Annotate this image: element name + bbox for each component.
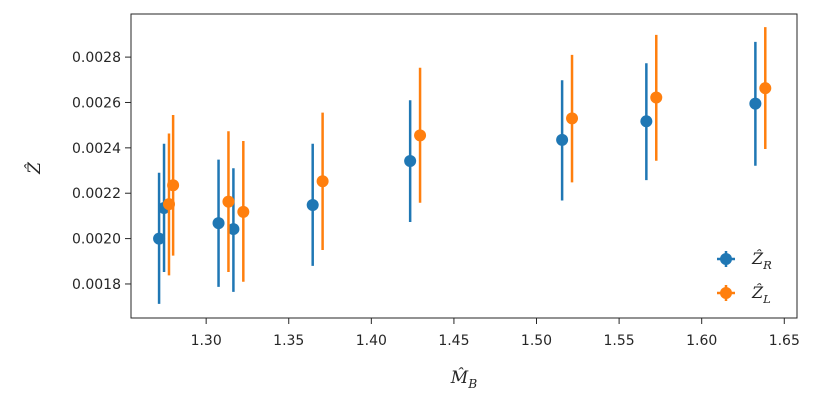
data-point [650, 91, 663, 104]
x-tick-label: 1.35 [273, 333, 304, 349]
y-axis-ticks: 0.0018 0.0020 0.0022 0.0024 0.0026 0.0028 [72, 50, 131, 293]
data-point [404, 155, 417, 168]
y-tick-label: 0.0028 [72, 50, 121, 66]
x-tick-label: 1.60 [686, 333, 717, 349]
data-point [237, 205, 250, 218]
plot-area [131, 14, 797, 318]
data-marks [153, 27, 772, 304]
legend-label: ẐL [751, 282, 771, 306]
data-point [153, 232, 166, 245]
data-point [556, 133, 569, 146]
legend-marker-point [720, 253, 732, 265]
data-point [212, 217, 225, 230]
legend-label: ẐR [751, 248, 772, 272]
data-point [227, 223, 240, 236]
series-z-l [162, 27, 772, 282]
x-axis-ticks: 1.30 1.35 1.40 1.45 1.50 1.55 1.60 1.65 [191, 318, 800, 349]
y-tick-label: 0.0022 [72, 186, 121, 202]
data-point [222, 195, 235, 208]
data-point [759, 82, 772, 95]
y-tick-label: 0.0026 [72, 95, 121, 111]
data-point [167, 179, 180, 192]
x-tick-label: 1.30 [191, 333, 222, 349]
y-tick-label: 0.0020 [72, 232, 121, 248]
x-tick-label: 1.50 [521, 333, 552, 349]
x-tick-label: 1.55 [604, 333, 635, 349]
data-point [640, 115, 653, 128]
data-point [306, 199, 319, 212]
legend-marker-point [720, 287, 732, 299]
plot-frame [130, 13, 798, 319]
x-tick-label: 1.40 [356, 333, 387, 349]
data-point [414, 129, 427, 142]
x-tick-label: 1.65 [769, 333, 800, 349]
x-axis-label: M̂B [450, 368, 477, 391]
legend: ẐR ẐL [717, 248, 772, 306]
data-point [316, 175, 329, 188]
data-point [566, 112, 579, 125]
y-axis-label: Ẑ [24, 161, 45, 175]
data-point [749, 97, 762, 110]
y-tick-label: 0.0018 [72, 277, 121, 293]
x-tick-label: 1.45 [438, 333, 469, 349]
y-tick-label: 0.0024 [72, 141, 121, 157]
series-z-r [153, 41, 762, 304]
